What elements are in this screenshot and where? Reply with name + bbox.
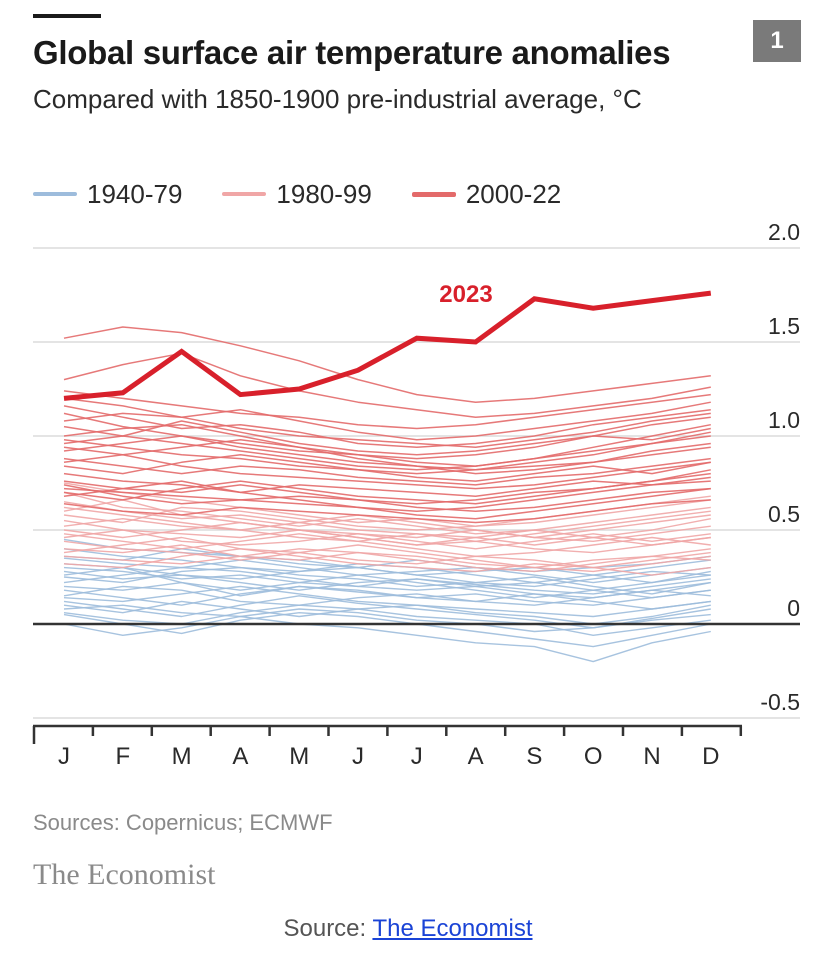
series-line-1980-99 — [63, 540, 711, 573]
chart-number-badge: 1 — [753, 20, 801, 62]
publisher-brand: The Economist — [33, 858, 216, 891]
series-line-2000-22 — [63, 405, 711, 449]
series-line-2000-22 — [63, 352, 711, 418]
series-line-2000-22 — [63, 472, 711, 505]
legend-label-2000-22: 2000-22 — [465, 178, 562, 209]
x-tick-label: O — [584, 743, 603, 770]
series-line-1980-99 — [63, 529, 711, 550]
series-line-1940-79 — [63, 581, 711, 606]
series-line-1980-99 — [63, 499, 711, 542]
series-line-1980-99 — [63, 533, 711, 557]
series-line-1980-99 — [63, 548, 711, 576]
series-line-1940-79 — [63, 566, 711, 599]
series-line-2000-22 — [63, 480, 711, 512]
sources-note: Sources: Copernicus; ECMWF — [33, 810, 333, 835]
source-caption: Source: The Economist — [0, 915, 816, 943]
series-line-2000-22 — [63, 390, 711, 430]
x-tick-label: M — [172, 743, 192, 770]
y-tick-label: 1.5 — [768, 313, 800, 339]
source-caption-prefix: Source: — [283, 915, 373, 942]
x-tick-label: J — [411, 743, 423, 770]
y-tick-label: 0.5 — [768, 501, 800, 527]
series-line-2000-22 — [63, 431, 711, 471]
series-line-2000-22 — [63, 499, 711, 524]
x-tick-label: M — [289, 743, 309, 770]
series-line-2000-22 — [63, 484, 711, 512]
series-line-1940-79 — [63, 570, 711, 599]
series-line-2023 — [63, 290, 712, 401]
x-tick-label: J — [58, 743, 70, 770]
legend-item-2000-22: 2000-22 — [411, 178, 562, 210]
legend: 1940-79 1980-99 2000-22 — [33, 174, 601, 214]
y-tick-label: 2.0 — [768, 219, 800, 245]
series-line-2000-22 — [63, 480, 711, 520]
x-tick-label: S — [526, 743, 542, 770]
series-line-1940-79 — [63, 612, 711, 648]
chart-plot: 2.0 1.5 1.0 0.5 0 -0.5 2023 J F M A M J J A S O N D — [32, 219, 800, 770]
series-line-2000-22 — [63, 469, 711, 505]
series-line-1940-79 — [63, 585, 711, 618]
top-rule — [33, 14, 101, 18]
chart-title: Global surface air temperature anomalies — [33, 34, 671, 71]
series-line-2000-22 — [63, 420, 711, 456]
series-line-2000-22 — [63, 416, 711, 460]
legend-swatch-1980-99 — [222, 192, 267, 196]
legend-swatch-1940-79 — [33, 192, 77, 196]
series-line-1980-99 — [63, 544, 711, 569]
series-line-1980-99 — [63, 506, 711, 539]
x-tick-label: J — [352, 743, 364, 770]
series-line-1940-79 — [63, 557, 711, 584]
series-line-1980-99 — [63, 501, 711, 542]
y-tick-label: 0 — [787, 595, 800, 621]
series-line-2000-22 — [63, 457, 711, 486]
x-tick-label: F — [115, 743, 130, 770]
series-line-1980-99 — [63, 482, 711, 527]
y-tick-label: 1.0 — [768, 407, 800, 433]
series-label-2023: 2023 — [439, 281, 492, 308]
series-line-2000-22 — [63, 412, 711, 467]
series-line-2000-22 — [63, 412, 711, 449]
series-line-2000-22 — [63, 454, 711, 490]
legend-label-1980-99: 1980-99 — [276, 178, 372, 209]
series-line-2000-22 — [63, 472, 711, 497]
series-line-1980-99 — [63, 521, 711, 546]
series-line-1980-99 — [63, 548, 711, 573]
x-tick-label: A — [232, 743, 248, 770]
series-line-2000-22 — [63, 326, 711, 403]
legend-label-1940-79: 1940-79 — [87, 178, 183, 209]
series-line-2000-22 — [63, 423, 711, 471]
series-line-1940-79 — [63, 604, 711, 633]
series-line-1940-79 — [63, 548, 711, 584]
series-line-2000-22 — [63, 435, 711, 475]
legend-swatch-2000-22 — [411, 191, 456, 197]
legend-item-1940-79: 1940-79 — [33, 179, 182, 210]
x-tick-label: A — [468, 743, 484, 770]
series-line-1940-79 — [63, 615, 711, 663]
series-line-2000-22 — [63, 397, 711, 441]
chart-subtitle: Compared with 1850-1900 pre-industrial a… — [33, 84, 642, 114]
x-tick-label: D — [702, 743, 719, 770]
legend-item-1980-99: 1980-99 — [222, 178, 372, 210]
source-link[interactable]: The Economist — [372, 915, 533, 942]
y-tick-label: -0.5 — [760, 689, 800, 715]
x-tick-label: N — [643, 743, 660, 770]
series-line-1940-79 — [63, 566, 711, 591]
